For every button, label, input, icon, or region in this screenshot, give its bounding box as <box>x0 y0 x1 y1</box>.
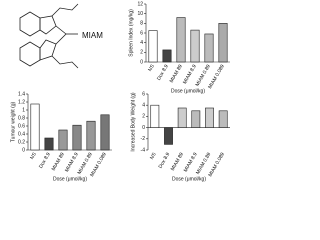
y-tick-label: 2 <box>142 114 145 120</box>
bar <box>190 29 200 63</box>
bar <box>30 103 40 151</box>
ring <box>39 39 57 61</box>
y-tick-label: 6 <box>142 91 145 97</box>
y-axis-label: Spleen Index (mg/kg) <box>128 9 134 57</box>
bar <box>164 127 173 145</box>
ring <box>19 41 41 67</box>
y-tick-label: 0 <box>142 125 145 131</box>
bond <box>51 55 79 69</box>
ring <box>39 15 57 35</box>
y-tick-label: 2 <box>140 50 143 56</box>
chemical-structure: MIAM <box>19 3 103 69</box>
bar <box>86 120 96 151</box>
bar <box>58 129 68 151</box>
y-tick-label: 0.2 <box>18 139 25 145</box>
bar <box>150 104 160 128</box>
bar <box>204 33 214 63</box>
x-tick-label: NS <box>147 63 156 73</box>
x-tick-label: Dox 8.9 <box>156 63 170 81</box>
x-tick-label: Dox 8.9 <box>38 151 52 169</box>
x-axis-label: Dose (μmol/kg) <box>172 176 206 182</box>
y-axis-label: Tumour weight (g) <box>10 101 16 142</box>
bar <box>176 17 186 63</box>
y-tick-label: 1 <box>22 107 25 113</box>
y-tick-label: 6 <box>140 30 143 36</box>
y-tick-label: 10 <box>137 11 143 17</box>
x-tick-label: NS <box>149 151 158 161</box>
y-tick-label: 1.2 <box>18 99 25 105</box>
bar <box>218 110 228 128</box>
y-tick-label: 0 <box>22 147 25 153</box>
bar <box>205 107 214 128</box>
bond <box>51 3 79 17</box>
bar <box>100 114 110 151</box>
y-tick-label: 1.4 <box>18 91 25 97</box>
x-axis-label: Dose (μmol/kg) <box>171 88 205 94</box>
bar <box>72 124 82 151</box>
y-tick-label: -2 <box>141 136 146 142</box>
bar <box>44 137 54 151</box>
bar <box>148 30 158 63</box>
bond <box>55 25 67 45</box>
y-axis-label: Increased Body Weight (g) <box>130 92 136 151</box>
x-axis-label: Dose (μmol/kg) <box>53 176 87 182</box>
bar <box>177 107 187 128</box>
bar <box>191 110 201 128</box>
bar <box>162 49 172 63</box>
x-tick-label: Dox 8.9 <box>158 151 172 169</box>
y-tick-label: 0.4 <box>18 131 25 137</box>
y-tick-label: 12 <box>137 1 143 7</box>
y-tick-label: -4 <box>141 147 146 153</box>
structure-label: MIAM <box>82 31 103 40</box>
y-tick-label: 0 <box>140 59 143 65</box>
bar <box>218 23 228 63</box>
y-tick-label: 4 <box>142 103 145 109</box>
y-tick-label: 8 <box>140 21 143 27</box>
x-tick-label: NS <box>29 151 38 161</box>
y-tick-label: 0.6 <box>18 123 25 129</box>
ring <box>19 11 41 37</box>
y-tick-label: 4 <box>140 40 143 46</box>
y-tick-label: 0.8 <box>18 115 25 121</box>
